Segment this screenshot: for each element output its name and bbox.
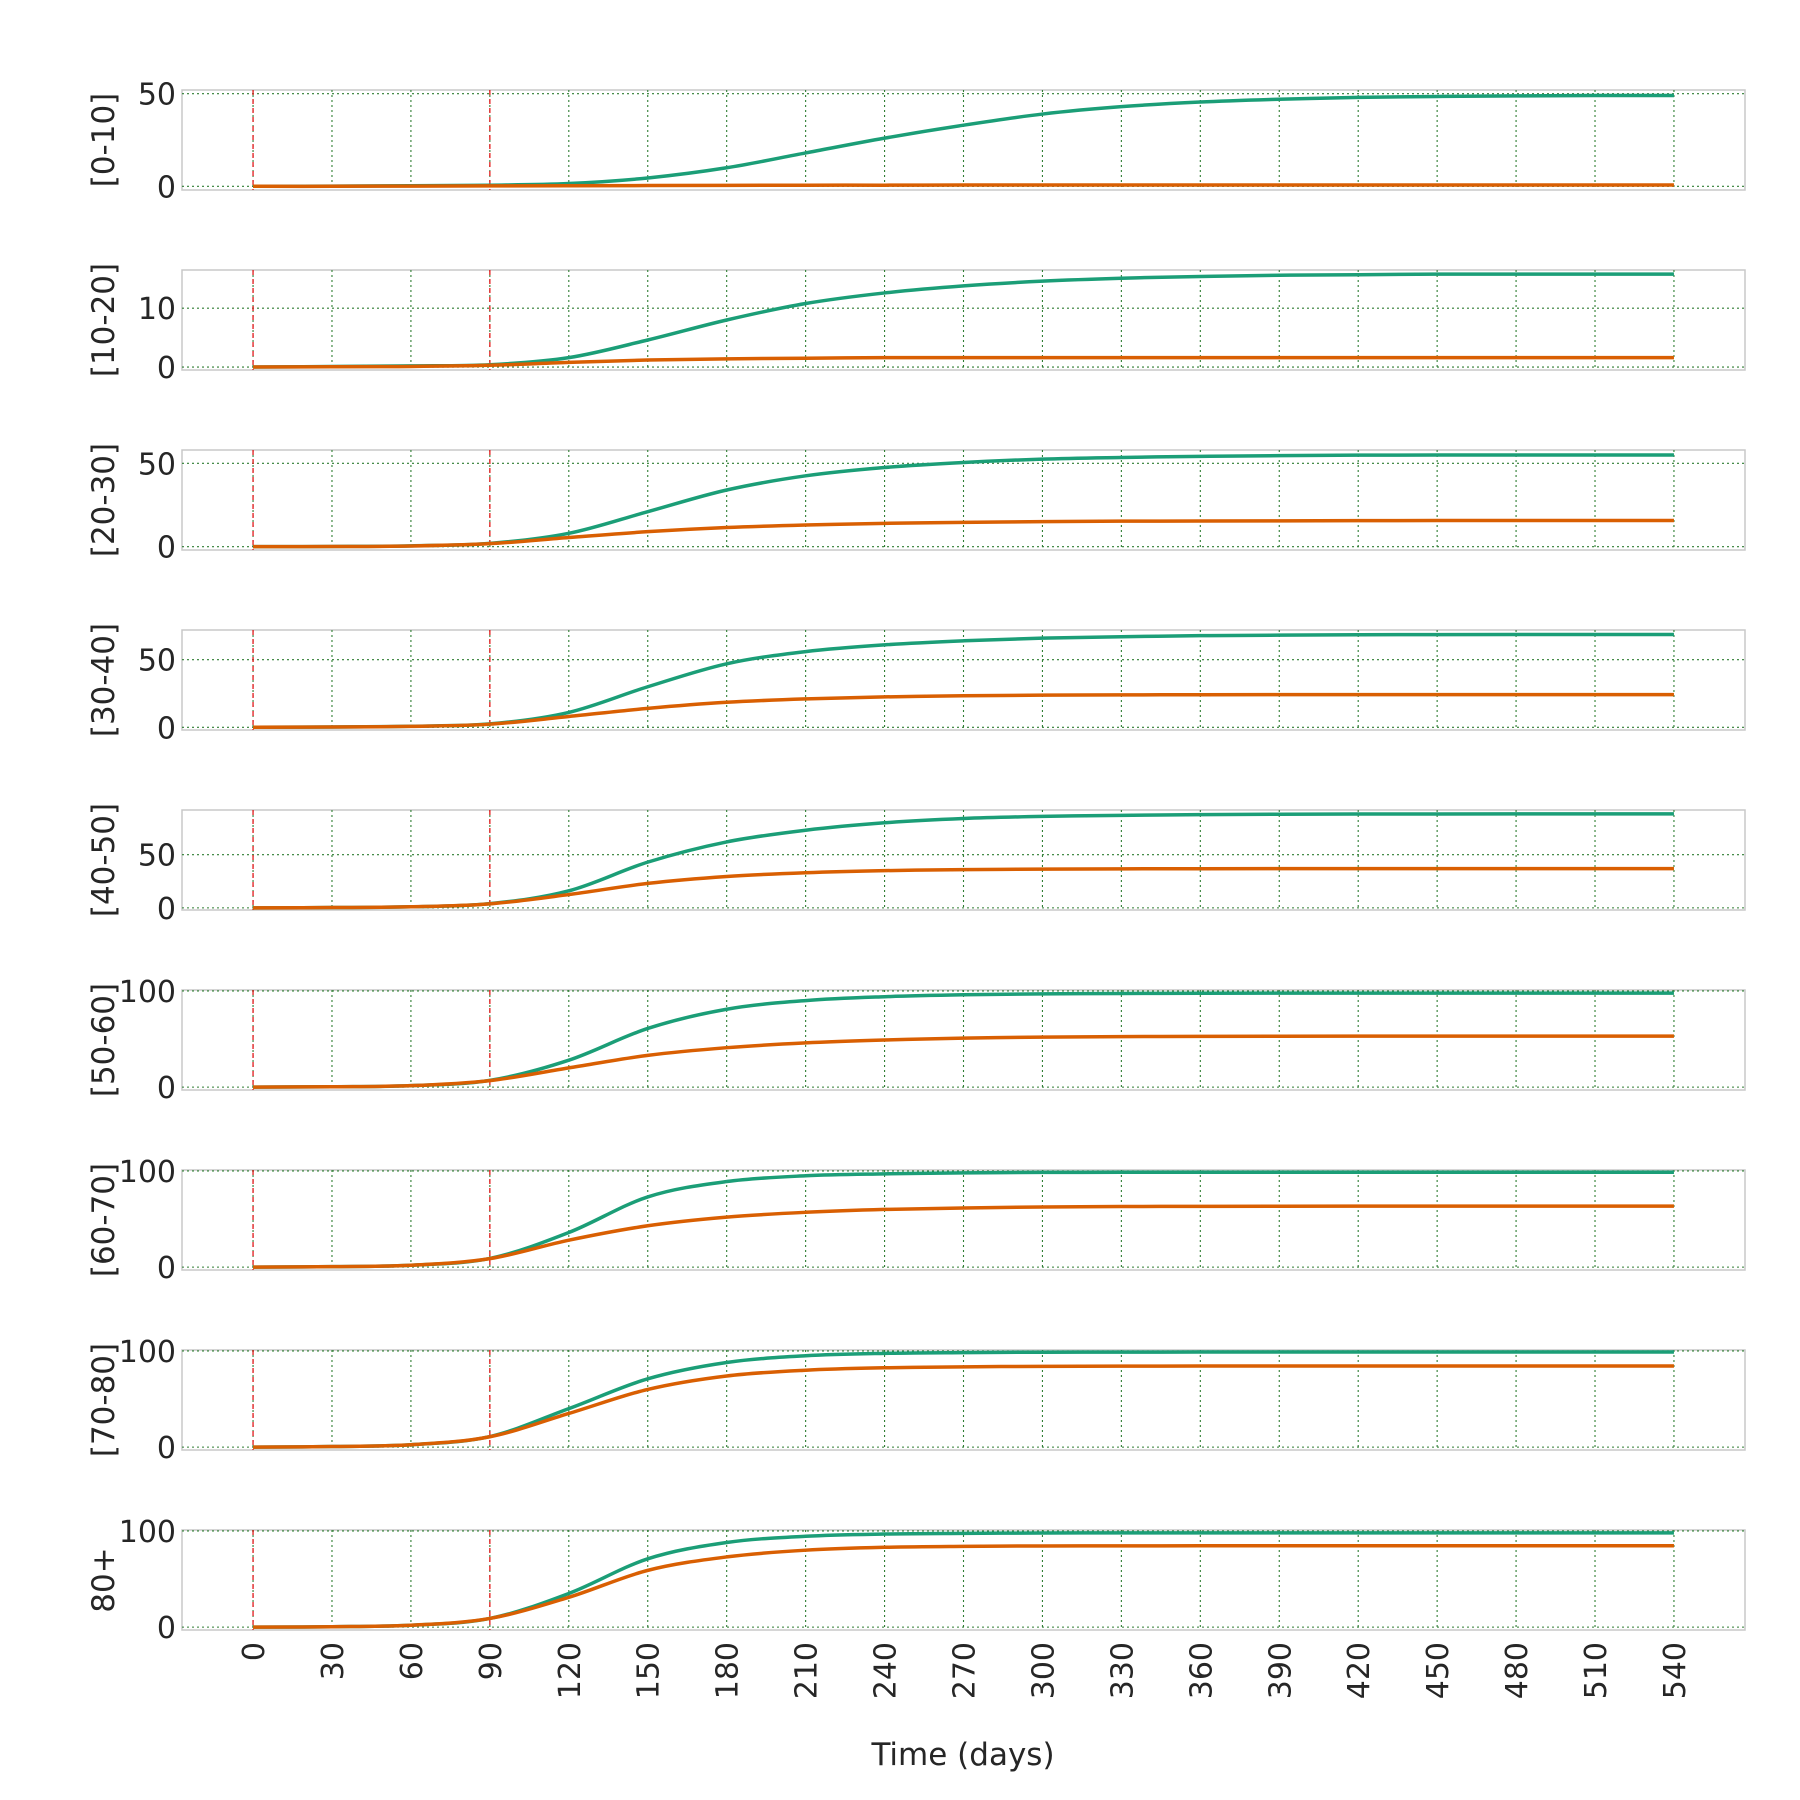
y-tick-label: 0 [157,1251,176,1286]
y-tick-label: 50 [138,644,176,679]
panel-label: [0-10] [86,93,122,188]
x-tick-label: 150 [632,1642,667,1699]
x-tick-labels: 0 30 60 90 120 150 180 210 240 270 300 330 360 390 420… [237,1642,1693,1699]
panel-4: 0 50 [30-40] [86,623,1746,746]
panels: 050[0-10]010[10-20]050[20-30]050[30-40]0… [86,78,1746,1646]
y-tick-label: 100 [119,1515,176,1550]
panel-label: [70-80] [86,1343,122,1457]
series-b-line [253,183,1674,189]
panel-7: 0 100[60-70] [86,1155,1746,1286]
panel-label: [30-40] [86,623,122,737]
x-tick-label: 90 [474,1642,509,1680]
x-tick-label: 300 [1026,1642,1061,1699]
y-tick-label: 100 [119,1335,176,1370]
x-tick-label: 120 [553,1642,588,1699]
x-tick-label: 180 [711,1642,746,1699]
series-b-line [253,866,1674,910]
panel-label: 80+ [86,1547,122,1612]
y-tick-label: 0 [157,1611,176,1646]
panel-8: 0 100[70-80] [86,1335,1746,1466]
x-tick-label: 60 [395,1642,430,1680]
series-b-line [253,355,1674,369]
series-b-line [253,692,1674,730]
panel-label: [50-60] [86,983,122,1097]
y-tick-label: 0 [157,170,176,205]
y-tick-label: 0 [157,1431,176,1466]
y-tick-label: 0 [157,1071,176,1106]
x-tick-label: 240 [869,1642,904,1699]
x-tick-label: 30 [316,1642,351,1680]
series-b-line [253,1204,1674,1269]
y-tick-label: 0 [157,351,176,386]
y-tick-label: 50 [138,839,176,874]
x-tick-label: 360 [1184,1642,1219,1699]
panel-3: 0 50 [20-30] [86,443,1746,566]
x-axis-label: Time (days) [870,1737,1054,1773]
x-tick-label: 510 [1579,1642,1614,1699]
y-tick-label: 50 [138,78,176,113]
y-tick-label: 100 [119,1155,176,1190]
panel-label: [20-30] [86,443,122,557]
panel-label: [60-70] [86,1163,122,1277]
y-tick-label: 100 [119,975,176,1010]
x-tick-label: 420 [1342,1642,1377,1699]
panel-2: 0 10 [10-20] [86,263,1746,386]
x-tick-label: 0 [237,1642,272,1661]
series-b-line [253,1364,1674,1449]
y-tick-label: 0 [157,892,176,927]
series-b-line [253,1034,1674,1089]
x-tick-label: 480 [1500,1642,1535,1699]
x-tick-label: 450 [1421,1642,1456,1699]
x-tick-label: 330 [1105,1642,1140,1699]
panel-5: 0 50 [40-50] [86,803,1746,927]
y-tick-label: 10 [138,292,176,327]
panel-label: [10-20] [86,263,122,377]
y-tick-label: 50 [138,447,176,482]
x-tick-label: 210 [790,1642,825,1699]
y-tick-label: 0 [157,531,176,566]
x-tick-label: 270 [948,1642,983,1699]
y-tick-label: 0 [157,711,176,746]
series-b-line [253,518,1674,549]
panel-1: 0 50 [0-10] [86,78,1746,205]
panel-label: [40-50] [86,803,122,917]
panel-6: 0 100[50-60] [86,975,1746,1106]
x-tick-label: 390 [1263,1642,1298,1699]
x-tick-label: 540 [1658,1642,1693,1699]
series-b-line [253,1544,1674,1629]
